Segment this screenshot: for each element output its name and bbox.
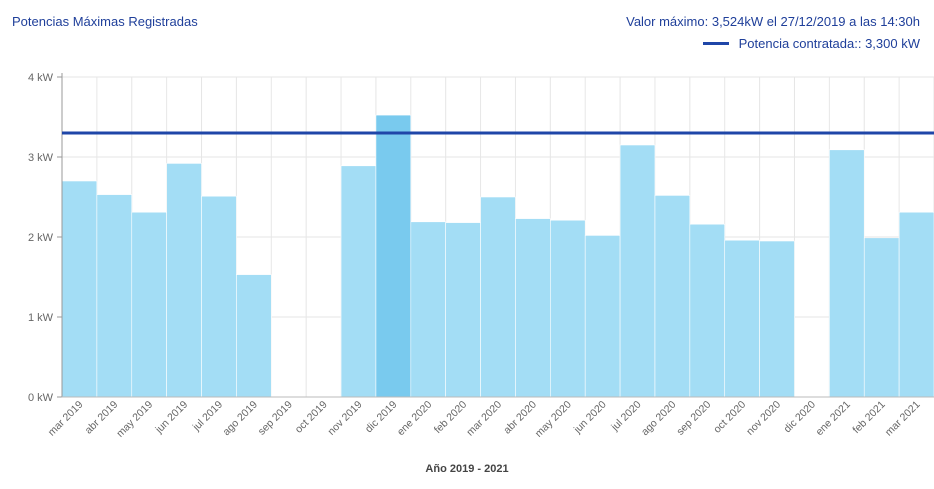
bar: [236, 274, 272, 398]
legend-label: Potencia contratada:: 3,300 kW: [738, 36, 920, 51]
bar: [61, 180, 98, 398]
bar: [480, 196, 516, 398]
legend-swatch-contract-line: [702, 42, 729, 45]
bar: [340, 165, 377, 398]
bar: [759, 240, 795, 398]
x-tick-label: mar 2020: [464, 399, 504, 439]
x-tick-label: sep 2020: [674, 399, 713, 438]
bar: [375, 114, 412, 398]
x-tick-label: nov 2019: [326, 399, 365, 438]
y-tick-label: 2 kW: [28, 232, 54, 244]
x-tick-label: ago 2019: [221, 399, 261, 439]
chart-title: Potencias Máximas Registradas: [12, 14, 198, 29]
x-tick-label: sep 2019: [256, 399, 295, 438]
y-tick-label: 4 kW: [28, 72, 54, 84]
y-tick-label: 3 kW: [28, 152, 54, 164]
bar: [201, 195, 237, 398]
x-tick-label: jun 2020: [571, 399, 609, 437]
bar: [724, 239, 760, 398]
bar: [654, 195, 691, 398]
x-tick-label: ago 2020: [639, 399, 679, 439]
x-axis-label: Año 2019 - 2021: [425, 463, 509, 475]
x-tick-label: mar 2019: [46, 399, 86, 439]
bar: [550, 219, 586, 398]
x-tick-label: may 2019: [114, 399, 155, 440]
x-tick-label: jul 2019: [190, 399, 225, 434]
max-value-text: Valor máximo: 3,524kW el 27/12/2019 a la…: [626, 14, 920, 29]
x-tick-label: oct 2019: [293, 399, 330, 436]
bar: [96, 194, 133, 398]
x-tick-label: may 2020: [533, 399, 574, 440]
bar: [131, 211, 167, 398]
bar: [619, 144, 656, 398]
bar: [410, 221, 446, 398]
x-tick-label: nov 2020: [744, 399, 783, 438]
bar: [829, 149, 865, 398]
legend: Potencia contratada:: 3,300 kW: [702, 36, 920, 51]
x-tick-label: jun 2019: [153, 399, 191, 437]
bar: [166, 163, 202, 398]
bar: [689, 223, 726, 398]
bar: [445, 222, 481, 398]
x-tick-label: ene 2020: [395, 399, 435, 439]
x-tick-label: mar 2021: [883, 399, 923, 439]
bar: [515, 218, 551, 398]
x-tick-label: ene 2021: [813, 399, 853, 439]
y-tick-label: 1 kW: [28, 312, 54, 324]
bar: [898, 211, 934, 398]
x-tick-label: jul 2020: [608, 399, 643, 434]
y-tick-label: 0 kW: [28, 392, 54, 404]
bar: [863, 237, 900, 398]
x-tick-label: oct 2020: [711, 399, 748, 436]
bar: [584, 235, 621, 398]
